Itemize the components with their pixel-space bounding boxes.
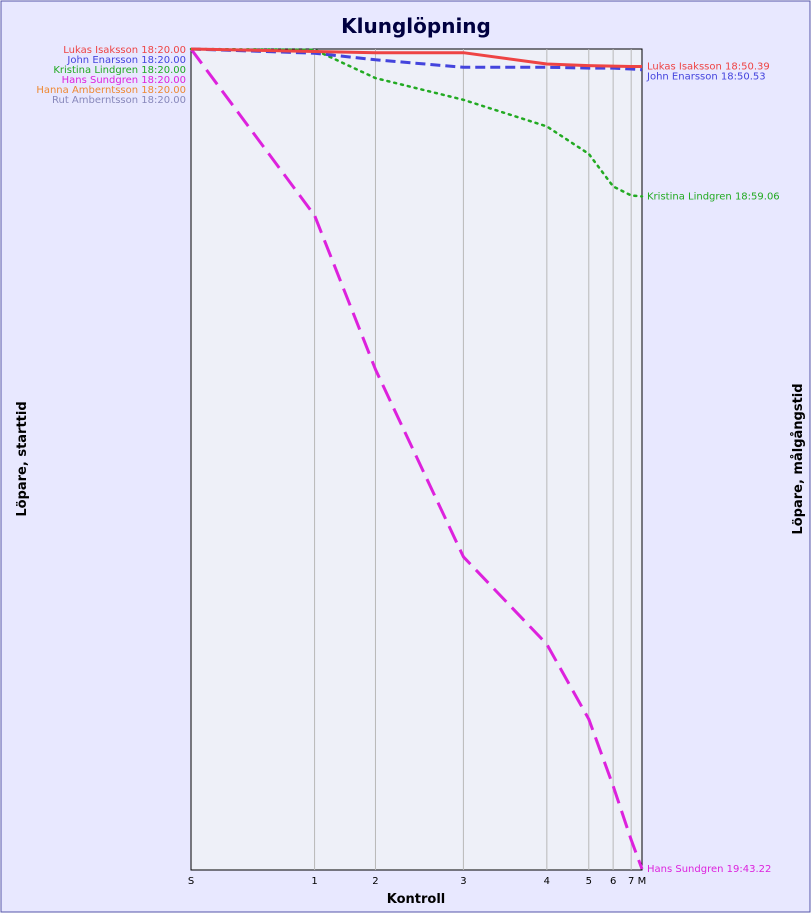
x-tick-label: S [188, 876, 194, 887]
start-label: Hanna Amberntsson 18:20.00 [36, 85, 186, 96]
end-label: John Enarsson 18:50.53 [646, 71, 766, 82]
x-tick-label: 3 [460, 876, 466, 887]
start-label: John Enarsson 18:20.00 [66, 55, 186, 66]
start-label: Lukas Isaksson 18:20.00 [63, 45, 186, 56]
x-tick-label: 2 [372, 876, 378, 887]
x-tick-label: 6 [610, 876, 616, 887]
chart-title: Klunglöpning [341, 14, 491, 38]
y-axis-left-title: Löpare, starttid [15, 401, 30, 516]
grid-lines [314, 49, 632, 870]
start-label: Kristina Lindgren 18:20.00 [53, 65, 186, 76]
x-tick-label: 7 [628, 876, 634, 887]
start-label: Hans Sundgren 18:20.00 [62, 75, 186, 86]
series-line [190, 47, 642, 68]
series-line [190, 47, 643, 72]
end-label: Hans Sundgren 19:43.22 [647, 864, 771, 875]
x-axis-title: Kontroll [387, 892, 446, 907]
end-label: Lukas Isaksson 18:50.39 [647, 61, 770, 72]
series-lines [189, 47, 644, 870]
x-tick-label: M [638, 876, 647, 887]
x-tick-label: 4 [544, 876, 550, 887]
end-label: Kristina Lindgren 18:59.06 [647, 191, 780, 202]
x-tick-label: 5 [586, 876, 592, 887]
start-label: Rut Amberntsson 18:20.00 [52, 95, 186, 106]
y-axis-right-title: Löpare, målgångstid [791, 383, 806, 534]
series-line [189, 47, 644, 198]
x-tick-label: 1 [311, 876, 317, 887]
series-line [189, 48, 644, 870]
